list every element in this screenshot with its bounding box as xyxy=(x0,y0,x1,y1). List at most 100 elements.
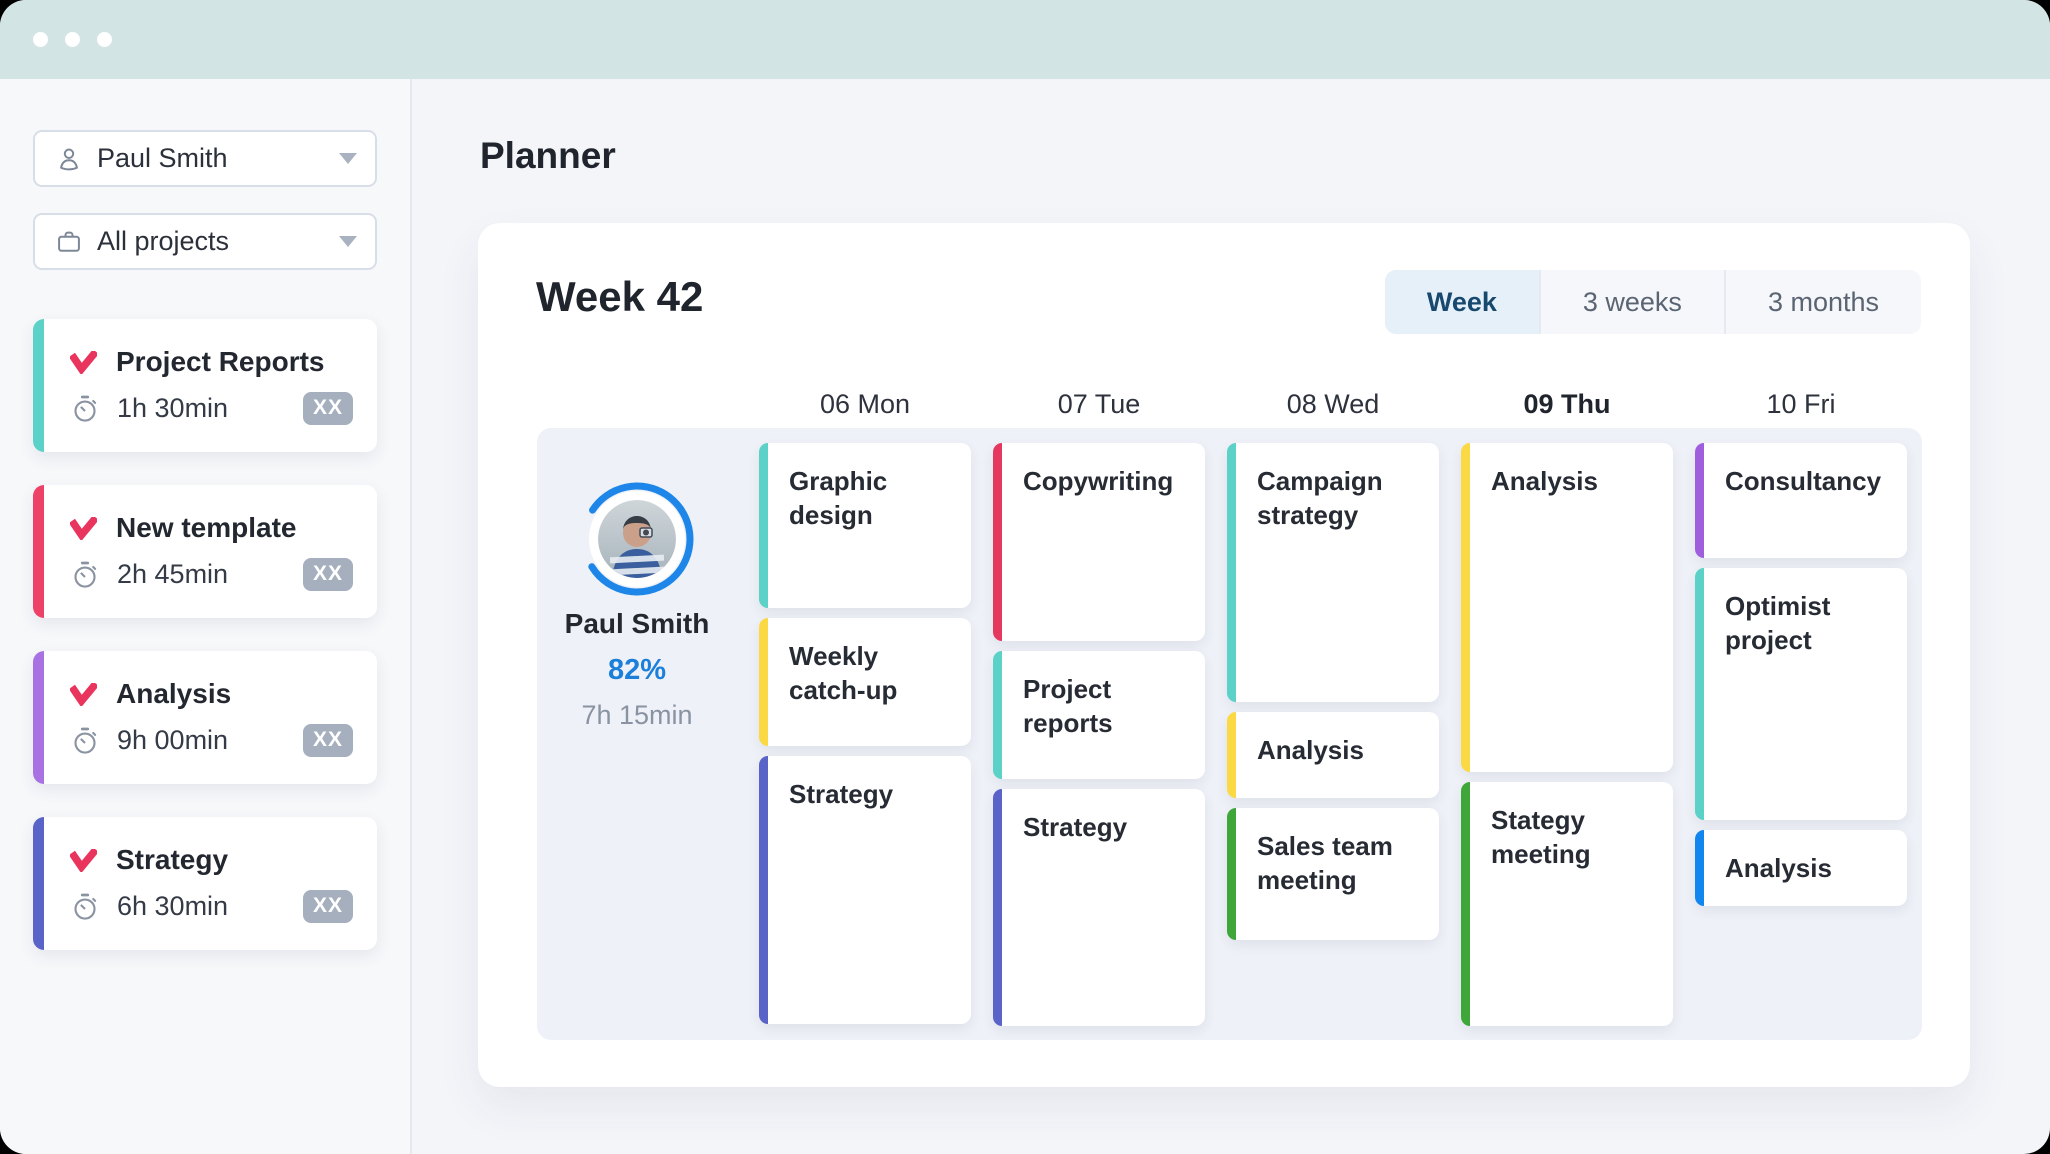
progress-ring xyxy=(580,482,694,596)
event-card[interactable]: Optimist project xyxy=(1695,568,1907,820)
event-card[interactable]: Weekly catch-up xyxy=(759,618,971,746)
event-card[interactable]: Stategy meeting xyxy=(1461,782,1673,1026)
event-color-stripe xyxy=(1695,443,1704,558)
project-dropdown-value: All projects xyxy=(97,226,230,256)
window-titlebar xyxy=(0,0,2050,79)
avatar-progress xyxy=(580,482,694,596)
event-color-stripe xyxy=(759,756,768,1024)
task-title: New template xyxy=(116,512,297,543)
planner-grid: Paul Smith 82% 7h 15min Graphic design W… xyxy=(537,428,1922,1040)
event-color-stripe xyxy=(993,443,1002,641)
day-column: Copywriting Project reports Strategy xyxy=(993,443,1205,1026)
assignee-badge: XX xyxy=(302,558,353,591)
check-icon xyxy=(70,516,97,540)
view-tabs: Week 3 weeks 3 months xyxy=(1384,270,1921,334)
profile-time: 7h 15min xyxy=(581,700,693,730)
day-header-label: 06 Mon xyxy=(819,389,911,419)
page-title: Planner xyxy=(480,135,616,176)
event-color-stripe xyxy=(1695,568,1704,820)
profile-card: Paul Smith 82% 7h 15min xyxy=(537,443,737,731)
sidebar-task-card[interactable]: New template 2h 45min XX xyxy=(33,485,377,618)
event-card[interactable]: Strategy xyxy=(759,756,971,1024)
event-card[interactable]: Analysis xyxy=(1227,712,1439,798)
task-title: Project Reports xyxy=(116,346,325,377)
day-header-row: 06 Mon 07 Tue 08 Wed 09 Thu 10 Fri xyxy=(537,389,1922,420)
user-dropdown[interactable]: Paul Smith xyxy=(33,130,377,187)
task-duration: 9h 00min xyxy=(117,725,229,755)
window-control-dot[interactable] xyxy=(65,32,80,47)
sidebar-task-card[interactable]: Project Reports 1h 30min XX xyxy=(33,319,377,452)
event-title: Analysis xyxy=(1491,466,1598,496)
day-header-label: 10 Fri xyxy=(1766,389,1836,419)
event-color-stripe xyxy=(1227,808,1236,940)
view-tab[interactable]: Week xyxy=(1384,270,1539,334)
view-tab-label: Week xyxy=(1426,286,1497,317)
check-icon xyxy=(70,848,97,872)
sidebar: Paul Smith All projects Project Reports xyxy=(0,79,412,1154)
event-card[interactable]: Strategy xyxy=(993,789,1205,1026)
task-color-stripe xyxy=(33,485,44,618)
event-color-stripe xyxy=(993,789,1002,1026)
event-color-stripe xyxy=(1461,782,1470,1026)
user-dropdown-value: Paul Smith xyxy=(97,143,228,173)
event-card[interactable]: Analysis xyxy=(1461,443,1673,772)
avatar xyxy=(589,491,685,587)
project-dropdown[interactable]: All projects xyxy=(33,213,377,270)
view-tab[interactable]: 3 months xyxy=(1723,270,1921,334)
task-duration: 1h 30min xyxy=(117,393,229,423)
day-header-label: 07 Tue xyxy=(1057,389,1141,419)
event-card[interactable]: Campaign strategy xyxy=(1227,443,1439,702)
event-color-stripe xyxy=(993,651,1002,779)
day-column: Campaign strategy Analysis Sales team me… xyxy=(1227,443,1439,940)
event-card[interactable]: Project reports xyxy=(993,651,1205,779)
day-column: Graphic design Weekly catch-up Strategy xyxy=(759,443,971,1024)
sidebar-task-card[interactable]: Strategy 6h 30min XX xyxy=(33,817,377,950)
task-color-stripe xyxy=(33,319,44,452)
assignee-badge: XX xyxy=(302,724,353,757)
event-title: Project reports xyxy=(1023,674,1113,738)
week-title: Week 42 xyxy=(536,273,704,320)
event-title: Strategy xyxy=(789,779,894,809)
event-title: Analysis xyxy=(1257,735,1364,765)
event-card[interactable]: Consultancy xyxy=(1695,443,1907,558)
chevron-down-icon xyxy=(339,153,357,164)
day-header-label: 09 Thu xyxy=(1523,389,1611,419)
assignee-badge: XX xyxy=(302,392,353,425)
day-column: Analysis Stategy meeting xyxy=(1461,443,1673,1026)
profile-name: Paul Smith xyxy=(564,608,710,639)
task-color-stripe xyxy=(33,651,44,784)
event-card[interactable]: Graphic design xyxy=(759,443,971,608)
task-title: Analysis xyxy=(116,678,232,709)
assignee-badge: XX xyxy=(302,890,353,923)
event-title: Strategy xyxy=(1023,812,1128,842)
stopwatch-icon xyxy=(74,893,97,920)
task-duration: 6h 30min xyxy=(117,891,229,921)
briefcase-icon xyxy=(58,231,80,252)
chevron-down-icon xyxy=(339,236,357,247)
event-title: Sales team meeting xyxy=(1257,831,1393,895)
event-title: Weekly catch-up xyxy=(789,641,898,705)
view-tab-label: 3 months xyxy=(1767,286,1879,317)
event-card[interactable]: Analysis xyxy=(1695,830,1907,906)
stopwatch-icon xyxy=(74,561,97,588)
event-title: Consultancy xyxy=(1725,466,1882,496)
person-icon xyxy=(60,148,78,170)
window-control-dot[interactable] xyxy=(97,32,112,47)
event-title: Stategy meeting xyxy=(1491,805,1591,869)
event-card[interactable]: Copywriting xyxy=(993,443,1205,641)
window-control-dot[interactable] xyxy=(33,32,48,47)
main-area: Planner Week 42 Week 3 weeks 3 months 06 M… xyxy=(414,79,2050,1154)
sidebar-task-list: Project Reports 1h 30min XX New template xyxy=(33,319,377,950)
day-header-spacer xyxy=(537,389,737,420)
stopwatch-icon xyxy=(74,727,97,754)
sidebar-task-card[interactable]: Analysis 9h 00min XX xyxy=(33,651,377,784)
event-color-stripe xyxy=(759,618,768,746)
event-card[interactable]: Sales team meeting xyxy=(1227,808,1439,940)
event-color-stripe xyxy=(1461,443,1470,772)
event-color-stripe xyxy=(759,443,768,608)
view-tab[interactable]: 3 weeks xyxy=(1538,270,1724,334)
day-column: Consultancy Optimist project Analysis xyxy=(1695,443,1907,906)
event-color-stripe xyxy=(1227,712,1236,798)
task-color-stripe xyxy=(33,817,44,950)
